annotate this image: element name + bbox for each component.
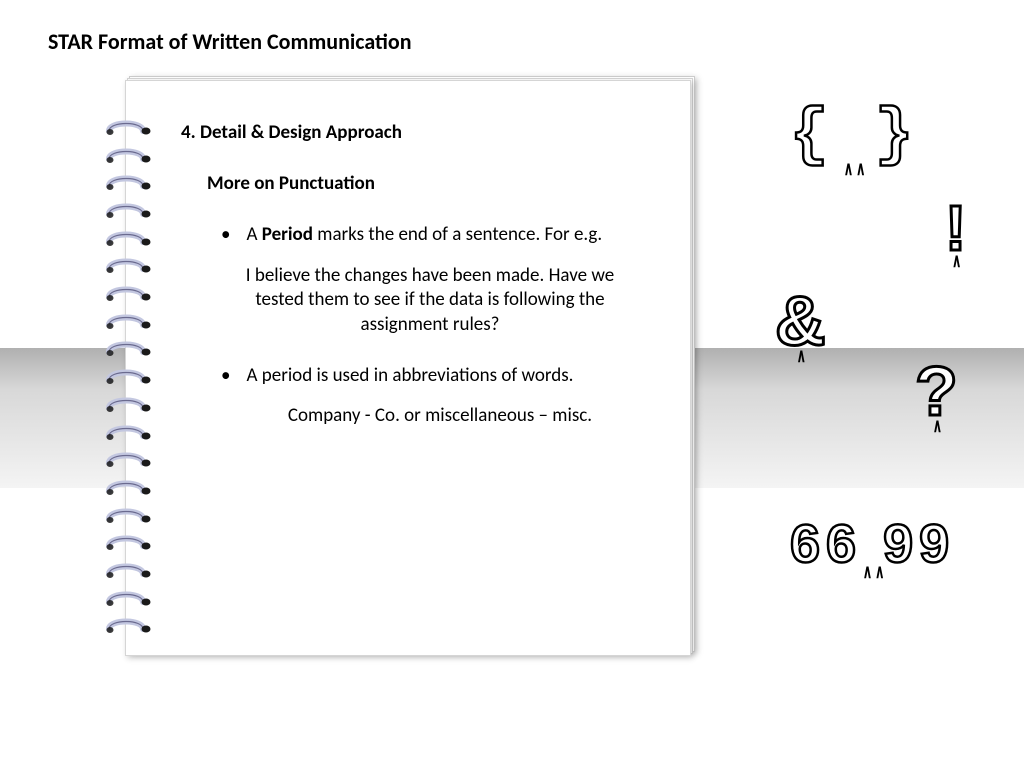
spiral-ring-icon [103, 339, 151, 363]
notebook-heading: 4. Detail & Design Approach [181, 121, 660, 144]
notebook-page-front: 4. Detail & Design Approach More on Punc… [125, 80, 691, 656]
spiral-ring-icon [103, 423, 151, 447]
spiral-ring-icon [103, 284, 151, 308]
braces-glyph: { } [790, 108, 917, 166]
notebook-content: • A Period marks the end of a sentence. … [221, 223, 660, 429]
spiral-ring-icon [103, 506, 151, 530]
spiral-ring-icon [103, 450, 151, 474]
exclamation-character-icon: ! /\ [945, 200, 966, 272]
quotes-glyph: 66 99 [790, 520, 955, 569]
bullet-dot-icon: • [221, 223, 230, 248]
spiral-ring-icon [103, 173, 151, 197]
bullet-1: • A Period marks the end of a sentence. … [221, 223, 660, 248]
spiral-ring-icon [103, 478, 151, 502]
spiral-ring-icon [103, 201, 151, 225]
spiral-ring-icon [103, 395, 151, 419]
spiral-ring-icon [103, 256, 151, 280]
quotes-character-icon: 66 99 /\ /\ [790, 520, 955, 583]
ampersand-character-icon: & /\ [775, 290, 826, 367]
bullet-dot-icon: • [221, 364, 230, 389]
spiral-binding [103, 118, 163, 644]
spiral-ring-icon [103, 229, 151, 253]
spiral-ring-icon [103, 533, 151, 557]
example-block: I believe the changes have been made. Ha… [221, 264, 641, 338]
spiral-ring-icon [103, 561, 151, 585]
slide-title: STAR Format of Written Communication [48, 28, 412, 55]
notebook: 4. Detail & Design Approach More on Punc… [125, 80, 691, 656]
bullet-1-pre: A [246, 223, 261, 246]
quote-right: 99 [883, 514, 955, 574]
question-glyph: ? [915, 360, 958, 423]
spiral-ring-icon [103, 118, 151, 142]
exclamation-glyph: ! [945, 200, 966, 258]
bullet-1-post: marks the end of a sentence. For e.g. [313, 223, 602, 246]
bullet-1-bold: Period [262, 223, 313, 246]
spiral-ring-icon [103, 616, 151, 640]
quote-left: 66 [790, 514, 862, 574]
question-character-icon: ? /\ [915, 360, 958, 437]
spiral-ring-icon [103, 146, 151, 170]
spiral-ring-icon [103, 589, 151, 613]
spiral-ring-icon [103, 367, 151, 391]
notebook-subheading: More on Punctuation [207, 172, 660, 195]
braces-character-icon: { } /\ /\ [790, 108, 917, 180]
bullet-2-text: A period is used in abbreviations of wor… [246, 364, 660, 389]
spiral-ring-icon [103, 312, 151, 336]
abbrev-line: Company - Co. or miscellaneous – misc. [221, 404, 641, 429]
bullet-1-text: A Period marks the end of a sentence. Fo… [246, 223, 660, 248]
bullet-2: • A period is used in abbreviations of w… [221, 364, 660, 389]
ampersand-glyph: & [775, 290, 826, 353]
